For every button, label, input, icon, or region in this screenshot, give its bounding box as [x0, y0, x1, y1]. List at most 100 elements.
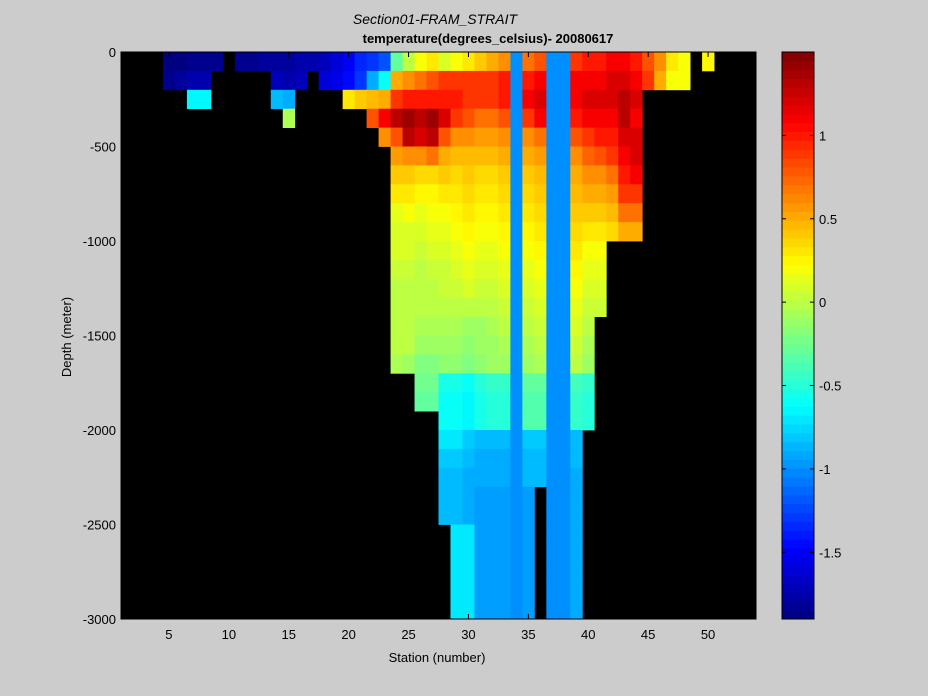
temperature-cell — [546, 448, 559, 469]
temperature-cell — [510, 108, 523, 128]
temperature-cell — [474, 562, 487, 582]
temperature-cell — [282, 70, 296, 91]
colorbar-segment — [782, 468, 814, 478]
temperature-cell — [450, 524, 463, 544]
temperature-cell — [462, 278, 475, 299]
temperature-cell — [462, 184, 475, 204]
temperature-cell — [426, 335, 439, 355]
colorbar-tick-label: 1 — [819, 128, 826, 143]
temperature-cell — [366, 108, 379, 128]
temperature-cell — [438, 354, 451, 374]
temperature-cell — [438, 89, 451, 110]
temperature-cell — [450, 562, 463, 582]
temperature-cell — [534, 146, 547, 166]
temperature-cell — [426, 89, 439, 110]
temperature-cell — [546, 581, 559, 601]
colorbar-segment — [782, 149, 814, 159]
colorbar-segment — [782, 424, 814, 434]
temperature-cell — [438, 146, 451, 166]
temperature-cell — [414, 184, 427, 204]
temperature-cell — [474, 70, 487, 91]
temperature-cell — [414, 165, 427, 185]
temperature-cell — [522, 241, 535, 261]
temperature-cell — [606, 89, 619, 110]
temperature-cell — [618, 184, 631, 204]
temperature-cell — [486, 108, 499, 128]
temperature-cell — [462, 354, 475, 374]
temperature-cell — [414, 52, 427, 72]
temperature-cell — [522, 430, 535, 450]
colorbar-segment — [782, 193, 814, 204]
temperature-cell — [606, 165, 619, 185]
temperature-cell — [546, 392, 559, 412]
temperature-cell — [582, 184, 595, 204]
temperature-cell — [558, 562, 571, 582]
y-tick-label: -500 — [90, 140, 116, 155]
colorbar-segment — [782, 397, 814, 407]
temperature-cell — [582, 335, 595, 355]
temperature-cell — [594, 165, 607, 185]
temperature-cell — [546, 411, 559, 431]
temperature-cell — [498, 486, 511, 506]
temperature-cell — [522, 335, 535, 355]
temperature-cell — [618, 52, 631, 72]
temperature-cell — [534, 203, 547, 223]
temperature-cell — [390, 241, 403, 261]
temperature-cell — [534, 108, 547, 128]
colorbar-segment — [782, 353, 814, 363]
colorbar-segment — [782, 459, 814, 469]
temperature-cell — [474, 505, 487, 525]
temperature-cell — [450, 392, 463, 412]
temperature-cell — [486, 505, 499, 525]
colorbar-segment — [782, 220, 814, 230]
temperature-cell — [426, 165, 439, 185]
colorbar-segment — [782, 264, 814, 274]
temperature-cell — [462, 373, 475, 393]
temperature-cell — [342, 70, 356, 91]
colorbar-segment — [782, 344, 814, 354]
temperature-cell — [546, 108, 559, 128]
temperature-cell — [462, 486, 475, 506]
temperature-cell — [582, 203, 595, 223]
temperature-cell — [474, 108, 487, 128]
temperature-cell — [498, 600, 511, 620]
colorbar-segment — [782, 450, 814, 460]
temperature-cell — [474, 241, 487, 261]
temperature-cell — [474, 448, 487, 469]
temperature-cell — [558, 89, 571, 110]
temperature-cell — [462, 524, 475, 544]
colorbar-segment — [782, 246, 814, 257]
temperature-cell — [402, 52, 415, 72]
temperature-cell — [414, 108, 427, 128]
temperature-cell — [402, 165, 415, 185]
temperature-cell — [414, 259, 427, 280]
temperature-cell — [570, 127, 583, 147]
temperature-cell — [474, 335, 487, 355]
temperature-cell — [486, 278, 499, 299]
temperature-cell — [570, 354, 583, 374]
temperature-cell — [534, 430, 547, 450]
temperature-cell — [186, 70, 200, 91]
temperature-cell — [474, 52, 487, 72]
colorbar-segment — [782, 317, 814, 328]
temperature-cell — [510, 373, 523, 393]
temperature-cell — [414, 278, 427, 299]
temperature-cell — [510, 430, 523, 450]
temperature-cell — [438, 448, 451, 469]
temperature-cell — [486, 373, 499, 393]
temperature-cell — [498, 203, 511, 223]
temperature-cell — [414, 335, 427, 355]
temperature-cell — [630, 165, 643, 185]
temperature-cell — [186, 52, 200, 72]
temperature-cell — [522, 600, 535, 620]
temperature-cell — [438, 373, 451, 393]
temperature-cell — [426, 316, 439, 336]
temperature-cell — [354, 52, 368, 72]
temperature-cell — [462, 430, 475, 450]
temperature-cell — [582, 108, 595, 128]
colorbar-tick-label: -0.5 — [819, 379, 841, 394]
temperature-cell — [522, 146, 535, 166]
temperature-cell — [498, 562, 511, 582]
temperature-cell — [474, 354, 487, 374]
